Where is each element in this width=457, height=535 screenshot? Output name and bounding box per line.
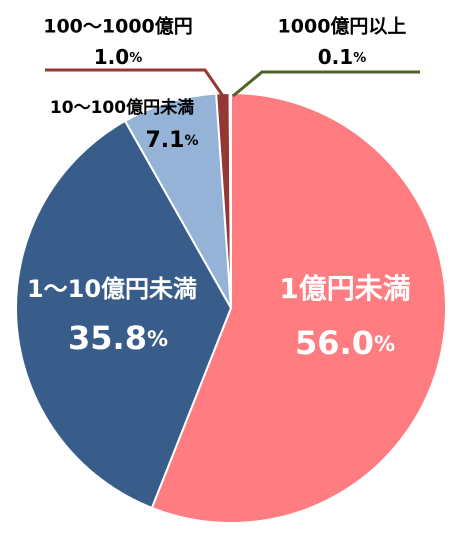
slice-label: 100～1000億円: [43, 15, 193, 38]
pie-slice: [228, 91, 232, 309]
value-number: 0.1: [318, 45, 353, 69]
slice-label: 10～100億円未満: [50, 97, 194, 118]
value-label: 1.0%: [94, 45, 142, 69]
value-number: 56.0: [295, 324, 374, 362]
value-unit: %: [353, 51, 366, 66]
value-label: 7.1%: [145, 128, 198, 153]
value-number: 35.8: [68, 319, 147, 357]
value-unit: %: [129, 51, 142, 66]
value-number: 7.1: [145, 128, 184, 153]
value-label: 0.1%: [318, 45, 366, 69]
pie-slice: [15, 119, 233, 510]
leader-line: [232, 70, 420, 98]
value-number: 1.0: [94, 45, 129, 69]
leader-line: [45, 68, 225, 97]
value-label: 56.0%: [295, 324, 395, 362]
value-unit: %: [184, 133, 198, 149]
slice-label: 1000億円以上: [278, 15, 407, 38]
slice-label: 1～10億円未満: [27, 275, 197, 303]
value-label: 35.8%: [68, 319, 168, 357]
pie-slice: [150, 91, 447, 524]
value-unit: %: [147, 327, 168, 351]
value-unit: %: [374, 332, 395, 356]
slice-label: 1億円未満: [279, 272, 410, 305]
